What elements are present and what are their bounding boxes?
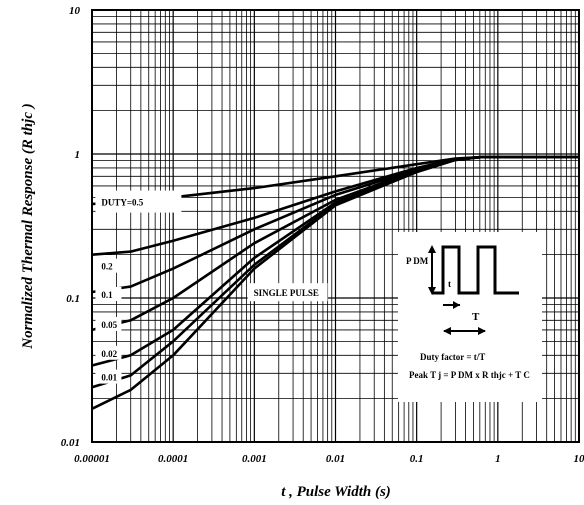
curve-label-box: [95, 369, 122, 384]
y-tick-label: 0.01: [61, 437, 80, 449]
pdm-arrow-head-bottom: [428, 287, 436, 295]
y-axis-label: Normalized Thermal Response (R thjc ): [20, 103, 36, 349]
curve-label-box: [95, 190, 182, 213]
curve-label: SINGLE PULSE: [254, 288, 319, 298]
curve-label-box: [95, 345, 122, 360]
inset-background: [398, 232, 542, 402]
y-tick-label: 1: [75, 149, 81, 161]
pulse-waveform: [432, 245, 519, 295]
x-tick-label: 1: [495, 453, 501, 465]
curve-labels: DUTY=0.5 0.2 0.1 0.05 0.02 0.01 SINGLE PULSE: [95, 190, 328, 384]
x-tick-label: 0.1: [410, 453, 424, 465]
curve-label: 0.05: [101, 320, 117, 330]
curve-label-box: [95, 316, 122, 331]
duty-factor-text: Duty factor = t/T: [420, 352, 485, 362]
x-tick-label: 0.001: [242, 453, 267, 465]
pdm-label: P DM: [406, 256, 429, 266]
curve-label-box: [95, 286, 122, 301]
curve-label: DUTY=0.5: [101, 198, 143, 208]
y-tick-label: 10: [69, 5, 81, 17]
series-line-6: [91, 155, 579, 410]
curve-label: 0.01: [101, 373, 117, 383]
curve-label: 0.1: [101, 290, 113, 300]
tick-labels: 0.00001 0.0001 0.001 0.01 0.1 1 10 0.01 0.1 1 10: [61, 5, 584, 465]
duty-factor-inset: P DM t T Duty factor = t/T Peak T j = P …: [398, 232, 542, 402]
peak-temperature-text: Peak T j = P DM x R thjc + T C: [409, 370, 530, 380]
curve-label: 0.2: [101, 262, 113, 272]
curve-label-box: [247, 283, 328, 302]
plot-frame: [91, 9, 580, 443]
curves: [91, 155, 579, 410]
T-period-arrow-head-left: [443, 327, 451, 335]
x-tick-label: 10: [574, 453, 584, 465]
x-tick-label: 0.01: [326, 453, 345, 465]
y-tick-label: 0.1: [66, 293, 80, 305]
pdm-arrow-head-top: [428, 245, 436, 253]
x-tick-label: 0.0001: [158, 453, 188, 465]
t-small-arrow-head: [453, 301, 460, 309]
T-period-arrow-head-right: [478, 327, 486, 335]
curve-label: 0.02: [101, 349, 117, 359]
curve-label-box: [95, 258, 122, 273]
x-axis-label: t , Pulse Width (s): [281, 484, 391, 500]
x-tick-label: 0.00001: [74, 453, 110, 465]
t-small-label: t: [448, 279, 451, 289]
T-period-label: T: [472, 311, 480, 323]
